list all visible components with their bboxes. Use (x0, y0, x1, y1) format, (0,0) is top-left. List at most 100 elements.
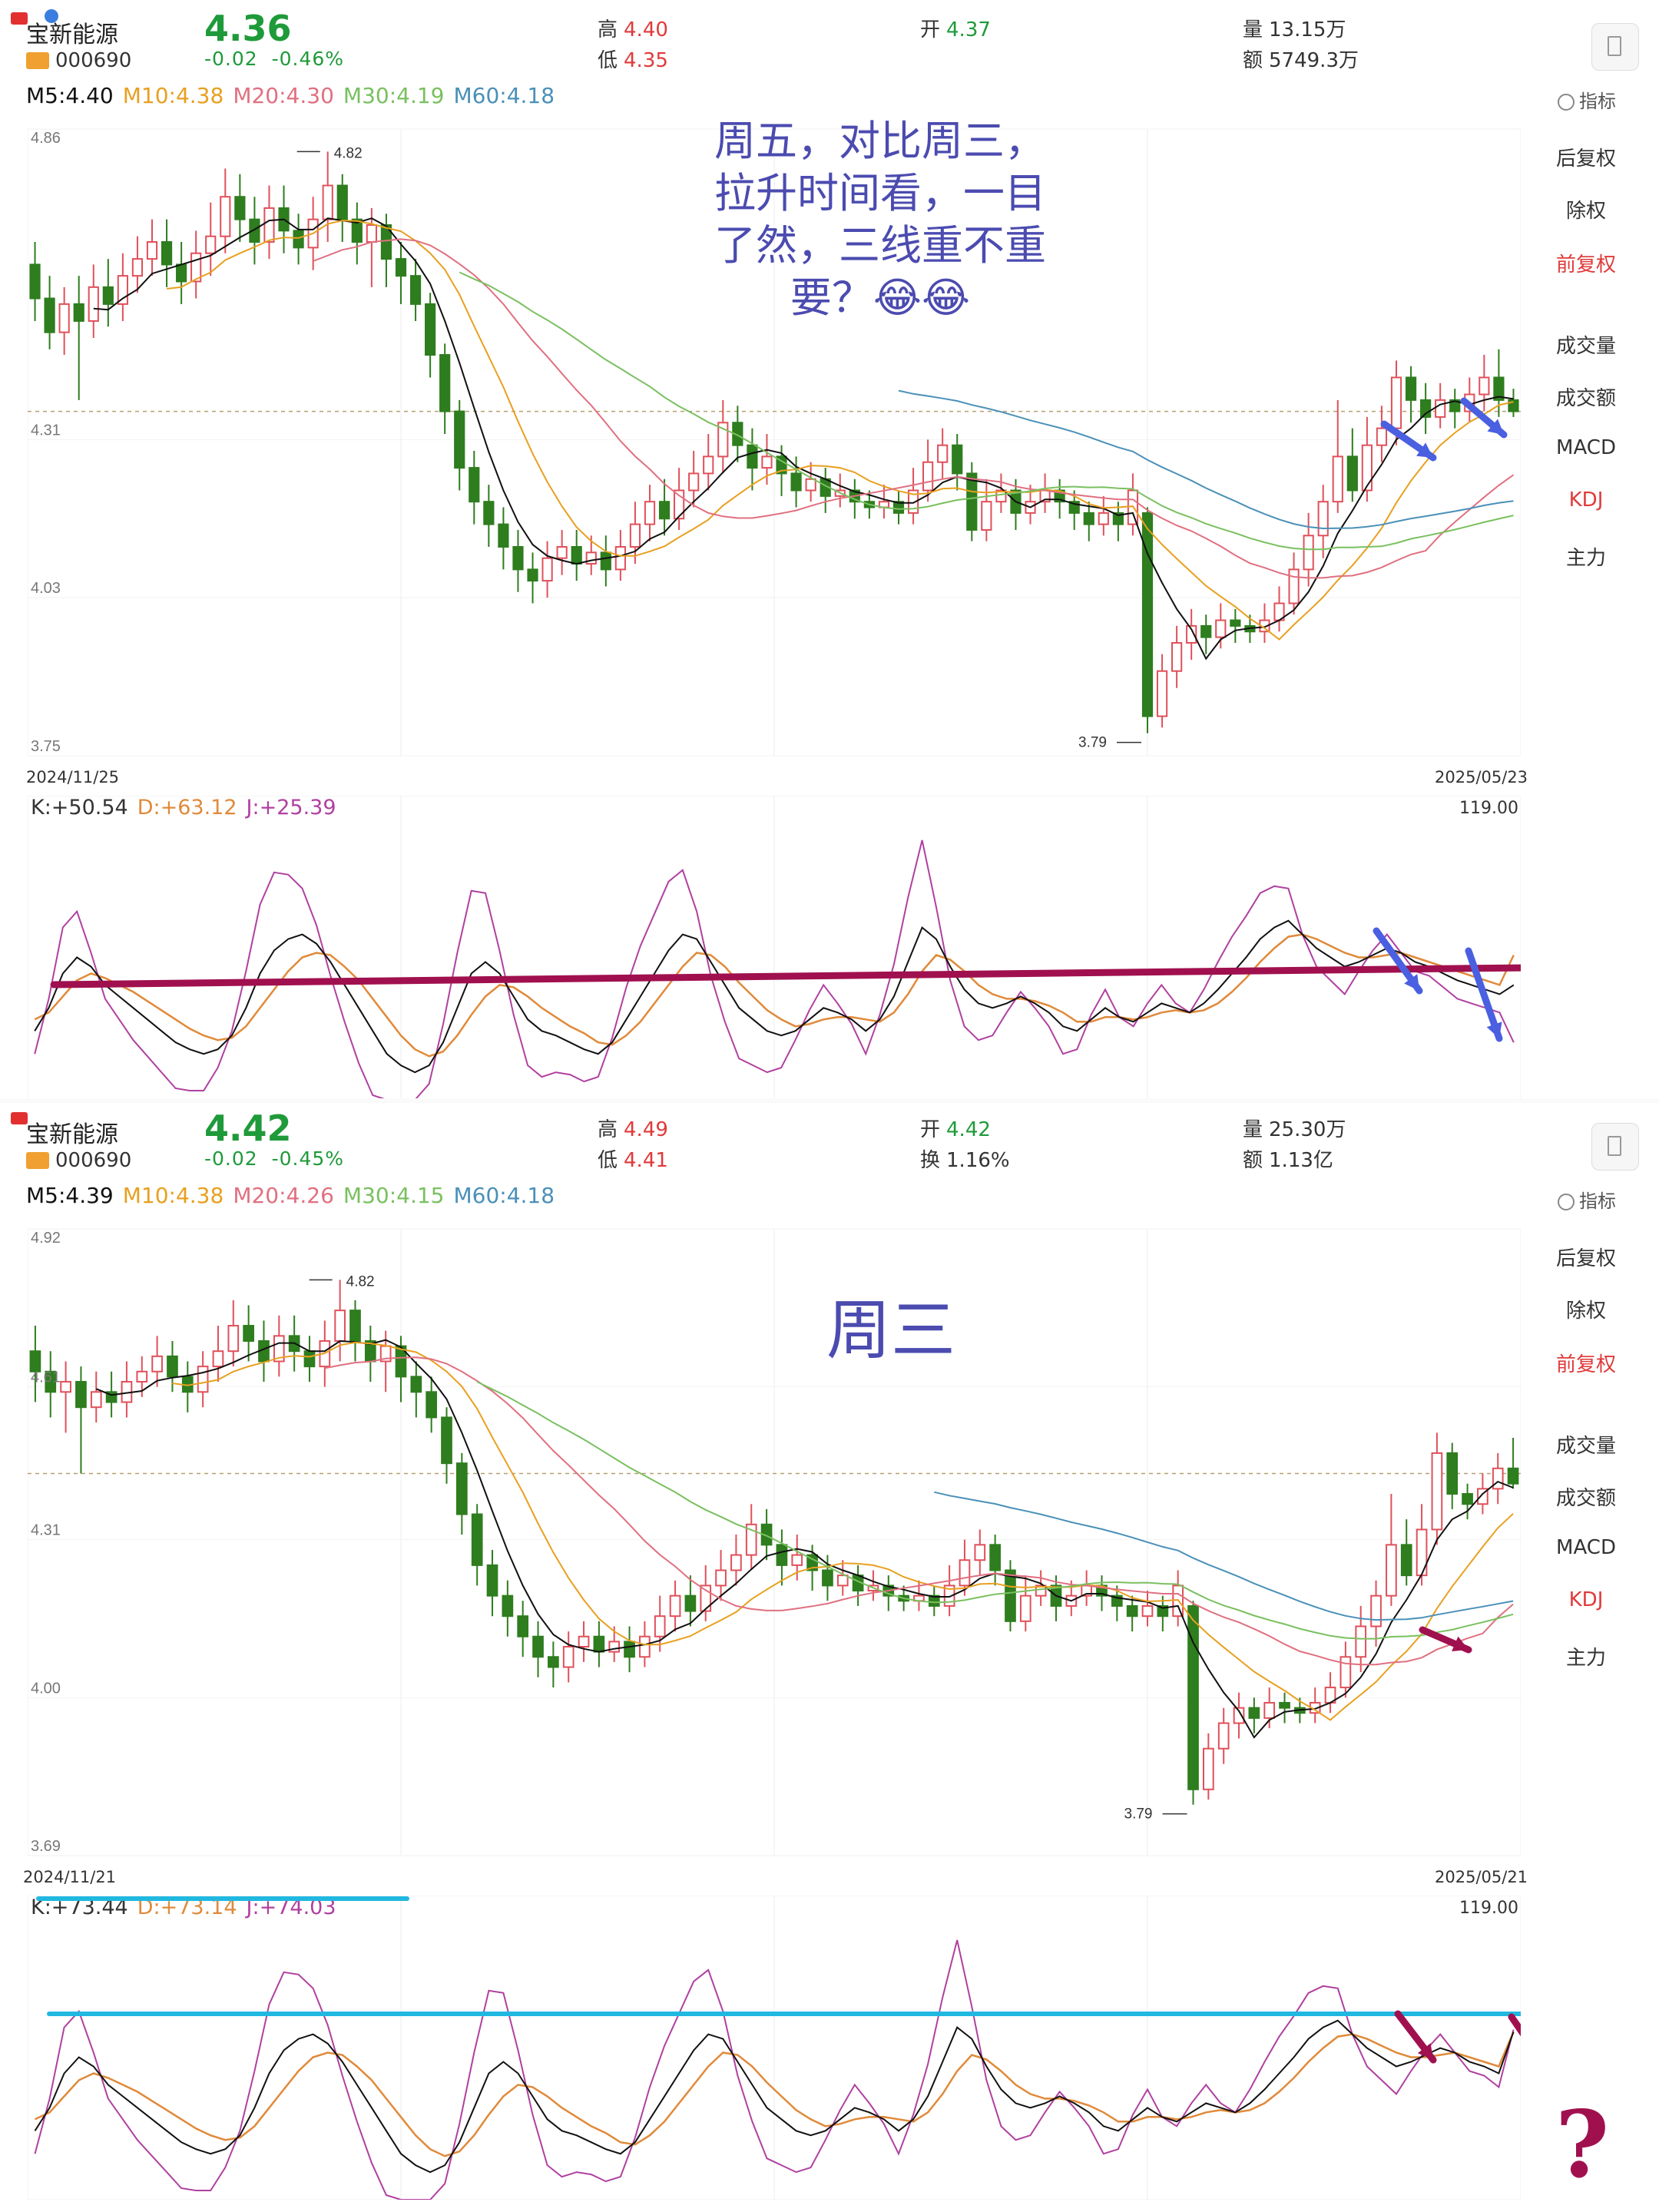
candle-body (380, 224, 392, 260)
candle-body (1370, 1594, 1382, 1628)
annotation-arrow-head (1486, 1022, 1502, 1038)
menu-item-volume[interactable]: 成交量 (1555, 1435, 1616, 1458)
ma60-line (934, 1491, 1514, 1621)
candle-body (585, 551, 597, 565)
ma30-line (476, 1381, 1514, 1640)
volume-value: 13.15万 (1269, 18, 1346, 41)
candle-body (366, 224, 377, 243)
candle-body (29, 1350, 41, 1373)
amount-value: 5749.3万 (1269, 49, 1359, 72)
max-price-label: 4.82 (334, 145, 363, 161)
candle-body (989, 1544, 1001, 1571)
menu-item-ex-rights[interactable]: 除权 (1565, 1300, 1606, 1323)
candle-body (136, 1370, 148, 1383)
annotation-arrow-head (1404, 974, 1419, 991)
y-tick-label: 4.03 (31, 580, 61, 597)
ma10-label: M10:4.38 (122, 83, 224, 108)
candlestick-chart[interactable]: 4.86 4.31 4.03 3.75 4.82 3.79 (28, 114, 1521, 770)
change-value: -0.02 (204, 1147, 258, 1170)
ma30-label: M30:4.19 (343, 83, 445, 108)
candle-body (469, 467, 480, 503)
kdj-k-label: K:+50.54 (31, 796, 128, 820)
menu-item-post-adjusted[interactable]: 后复权 (1555, 147, 1616, 171)
kdj-max-label: 119.00 (1459, 799, 1518, 818)
annotation-arrow-head (1487, 419, 1504, 435)
candle-body (351, 218, 363, 243)
low-label: 低 (598, 1149, 618, 1172)
menu-item-volume[interactable]: 成交量 (1555, 335, 1616, 358)
candle-body (1376, 427, 1388, 446)
candle-body (571, 546, 582, 565)
candle-body (629, 523, 641, 548)
candle-body (1171, 641, 1183, 672)
candle-body (1233, 1707, 1245, 1724)
amount-value: 1.13亿 (1269, 1149, 1333, 1172)
candle-body (1493, 376, 1505, 401)
y-tick-label: 3.75 (31, 738, 61, 755)
stock-name[interactable]: 宝新能源 (26, 22, 118, 48)
annotation-line (50, 964, 1521, 988)
menu-item-kdj[interactable]: KDJ (1568, 1588, 1604, 1611)
y-tick-label: 4.61 (31, 1369, 61, 1386)
landscape-toggle-button[interactable] (1591, 23, 1639, 71)
candle-body (483, 501, 495, 525)
turnover-rate-stat: 换 1.16% (920, 1144, 1010, 1173)
menu-item-main-force[interactable]: 主力 (1565, 547, 1606, 570)
candle-body (395, 258, 407, 277)
chart-panel-friday: 宝新能源 000690 4.36 -0.02 -0.46% 高 4.40 低 4.3… (0, 0, 1659, 1100)
volume-value: 25.30万 (1269, 1118, 1346, 1141)
candle-body (234, 196, 246, 220)
stock-name[interactable]: 宝新能源 (26, 1121, 118, 1148)
menu-item-post-adjusted[interactable]: 后复权 (1555, 1247, 1616, 1270)
candle-body (1390, 376, 1402, 429)
candle-body (334, 1310, 346, 1342)
candle-body (688, 472, 700, 492)
date-start: 2024/11/21 (23, 1868, 117, 1886)
menu-item-kdj[interactable]: KDJ (1568, 488, 1604, 512)
candle-body (952, 444, 963, 475)
note-line: 周三 (826, 1293, 955, 1368)
menu-item-macd[interactable]: MACD (1556, 436, 1616, 459)
high-value: 4.40 (624, 18, 668, 41)
candle-body (1112, 512, 1124, 525)
candle-body (44, 297, 55, 333)
candle-body (512, 546, 524, 571)
menu-item-turnover[interactable]: 成交额 (1555, 387, 1616, 410)
candle-body (1386, 1544, 1397, 1597)
turnover-rate-value: 1.16% (946, 1149, 1010, 1172)
candle-body (1405, 376, 1417, 401)
candle-body (669, 1594, 681, 1618)
candlestick-chart[interactable]: 4.92 4.61 4.31 4.00 3.69 4.82 3.79 (28, 1214, 1521, 1869)
candle-body (745, 1523, 757, 1556)
menu-item-macd[interactable]: MACD (1556, 1536, 1616, 1559)
market-badge-icon (26, 1152, 49, 1169)
ma20-label: M20:4.26 (233, 1183, 334, 1208)
menu-item-pre-adjusted[interactable]: 前复权 (1555, 253, 1616, 276)
menu-item-turnover[interactable]: 成交额 (1555, 1487, 1616, 1510)
indicator-link[interactable]: 指标 (1558, 86, 1616, 113)
menu-item-main-force[interactable]: 主力 (1565, 1647, 1606, 1670)
price-change: -0.02 -0.45% (204, 1147, 344, 1170)
menu-item-ex-rights[interactable]: 除权 (1565, 200, 1606, 223)
annotation-note: 周五，对比周三， 拉升时间看，一目 了然，三线重不重 要？😂😂 (696, 115, 1065, 324)
open-value: 4.37 (946, 18, 991, 41)
candle-body (593, 1635, 605, 1653)
candle-body (578, 1635, 590, 1647)
kdj-chart[interactable] (28, 796, 1521, 1100)
candle-body (791, 1554, 803, 1566)
landscape-toggle-button[interactable] (1591, 1123, 1639, 1171)
candle-body (1346, 455, 1358, 492)
indicator-link[interactable]: 指标 (1558, 1186, 1616, 1213)
candle-body (1279, 1701, 1290, 1709)
candle-body (541, 557, 553, 582)
candle-body (1317, 501, 1329, 537)
kdj-chart[interactable] (28, 1896, 1521, 2200)
annotation-arrow (1465, 947, 1503, 1042)
stock-code: 000690 (55, 1149, 132, 1172)
menu-item-pre-adjusted[interactable]: 前复权 (1555, 1353, 1616, 1376)
candle-body (995, 489, 1007, 503)
candle-body (303, 1350, 316, 1368)
candle-body (502, 1594, 514, 1618)
candle-body (776, 455, 787, 475)
app-logo-icon (11, 12, 28, 25)
